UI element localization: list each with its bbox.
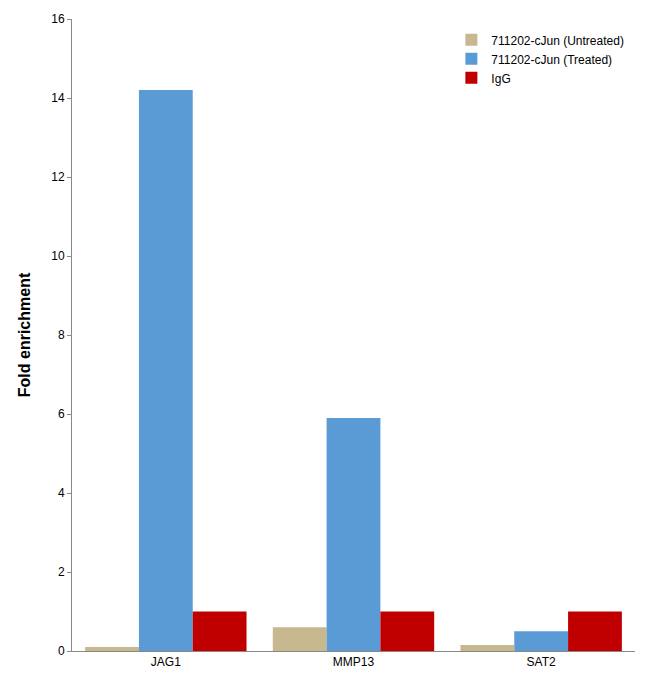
svg-text:SAT2: SAT2: [527, 655, 556, 669]
svg-text:10: 10: [51, 249, 65, 263]
svg-text:MMP13: MMP13: [333, 655, 375, 669]
svg-text:IgG: IgG: [491, 72, 510, 86]
svg-text:8: 8: [58, 328, 65, 342]
svg-text:711202-cJun (Treated): 711202-cJun (Treated): [491, 53, 612, 67]
svg-text:14: 14: [51, 91, 65, 105]
svg-text:JAG1: JAG1: [151, 655, 181, 669]
svg-text:0: 0: [58, 644, 65, 658]
svg-text:6: 6: [58, 407, 65, 421]
svg-text:Fold enrichment: Fold enrichment: [16, 272, 33, 397]
svg-text:4: 4: [58, 486, 65, 500]
svg-text:2: 2: [58, 565, 65, 579]
svg-text:711202-cJun (Untreated): 711202-cJun (Untreated): [491, 34, 624, 48]
svg-text:12: 12: [51, 170, 65, 184]
svg-text:16: 16: [51, 12, 65, 26]
